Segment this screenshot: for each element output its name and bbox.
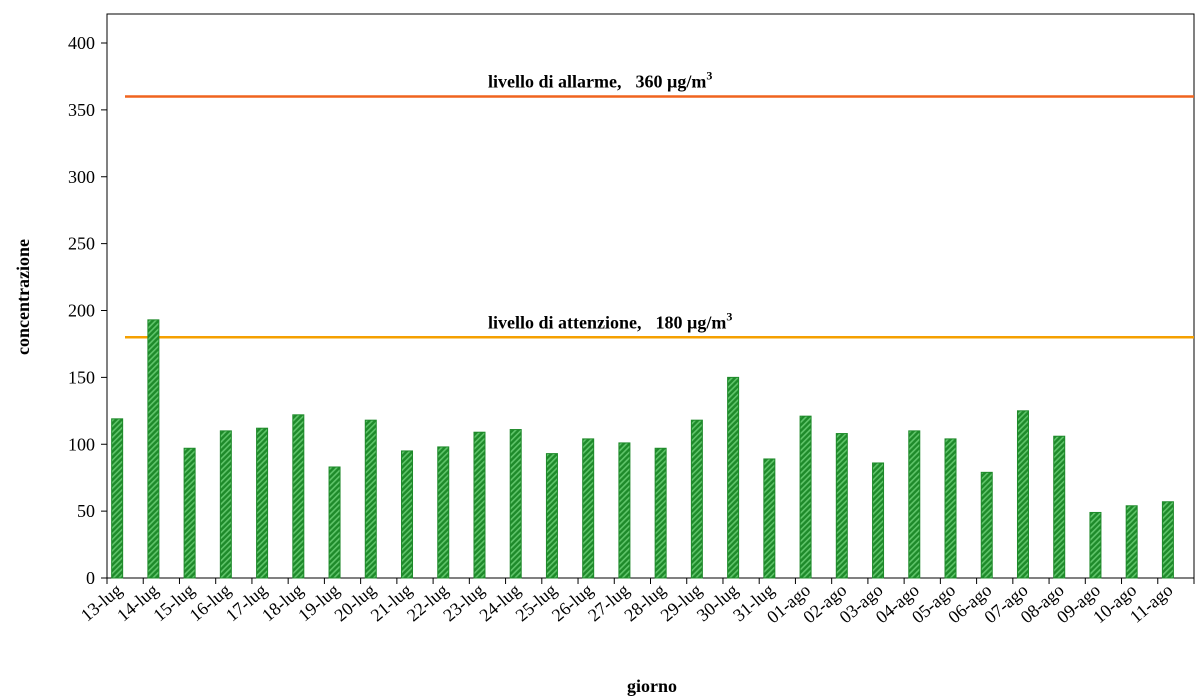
- bar-17-lug: [256, 427, 269, 579]
- x-tick-label: 23-lug: [439, 580, 488, 626]
- y-tick-label: 400: [68, 33, 95, 53]
- bar-25-lug: [545, 453, 558, 579]
- bar-24-lug: [509, 429, 522, 579]
- x-tick-label: 17-lug: [222, 580, 271, 626]
- bar-31-lug: [763, 458, 776, 579]
- x-tick-label: 21-lug: [367, 580, 416, 626]
- bar-26-lug: [582, 438, 595, 579]
- bar-13-lug: [111, 418, 124, 579]
- bar-15-lug: [183, 447, 196, 579]
- x-tick-label: 26-lug: [548, 580, 597, 626]
- bar-19-lug: [328, 466, 341, 579]
- x-axis-title: giorno: [627, 676, 677, 696]
- bar-20-lug: [364, 419, 377, 579]
- x-tick-label: 15-lug: [149, 580, 198, 626]
- bar-09-ago: [1089, 511, 1102, 579]
- bar-21-lug: [401, 450, 414, 579]
- x-tick-label: 13-lug: [77, 580, 126, 626]
- bar-10-ago: [1125, 505, 1138, 579]
- bar-11-ago: [1161, 501, 1174, 579]
- y-axis-title: concentrazione: [13, 239, 33, 355]
- x-tick-label: 29-lug: [657, 580, 706, 626]
- x-tick-label: 11-ago: [1126, 580, 1177, 627]
- reference-line-label: livello di allarme, 360 µg/m3: [488, 69, 712, 92]
- y-tick-label: 150: [68, 367, 95, 387]
- bar-05-ago: [944, 438, 957, 579]
- x-tick-label: 24-lug: [475, 580, 524, 626]
- bar-22-lug: [437, 446, 450, 579]
- x-tick-label: 28-lug: [620, 580, 669, 626]
- x-tick-label: 30-lug: [693, 580, 742, 626]
- y-tick-label: 200: [68, 301, 95, 321]
- bar-04-ago: [908, 430, 921, 579]
- bar-02-ago: [835, 433, 848, 579]
- y-tick-label: 250: [68, 234, 95, 254]
- bar-01-ago: [799, 415, 812, 579]
- y-tick-label: 350: [68, 100, 95, 120]
- bar-07-ago: [1016, 410, 1029, 579]
- plot-frame: [106, 13, 1195, 579]
- y-tick-label: 300: [68, 167, 95, 187]
- x-tick-label: 25-lug: [512, 580, 561, 626]
- bar-30-lug: [727, 376, 740, 579]
- bar-03-ago: [872, 462, 885, 579]
- bar-08-ago: [1053, 435, 1066, 579]
- reference-line-label: livello di attenzione, 180 µg/m3: [488, 309, 732, 332]
- y-tick-label: 100: [68, 434, 95, 454]
- x-tick-label: 18-lug: [258, 580, 307, 626]
- y-tick-label: 0: [86, 568, 95, 588]
- bar-23-lug: [473, 431, 486, 579]
- bar-06-ago: [980, 471, 993, 579]
- x-tick-label: 19-lug: [294, 580, 343, 626]
- x-tick-label: 27-lug: [584, 580, 633, 626]
- x-tick-label: 16-lug: [186, 580, 235, 626]
- bar-14-lug: [147, 319, 160, 579]
- bar-16-lug: [219, 430, 232, 579]
- x-tick-label: 20-lug: [330, 580, 379, 626]
- bar-28-lug: [654, 447, 667, 579]
- y-tick-label: 50: [77, 501, 95, 521]
- bar-18-lug: [292, 414, 305, 579]
- x-tick-label: 22-lug: [403, 580, 452, 626]
- bar-27-lug: [618, 442, 631, 579]
- x-tick-label: 14-lug: [113, 580, 162, 626]
- bar-29-lug: [690, 419, 703, 579]
